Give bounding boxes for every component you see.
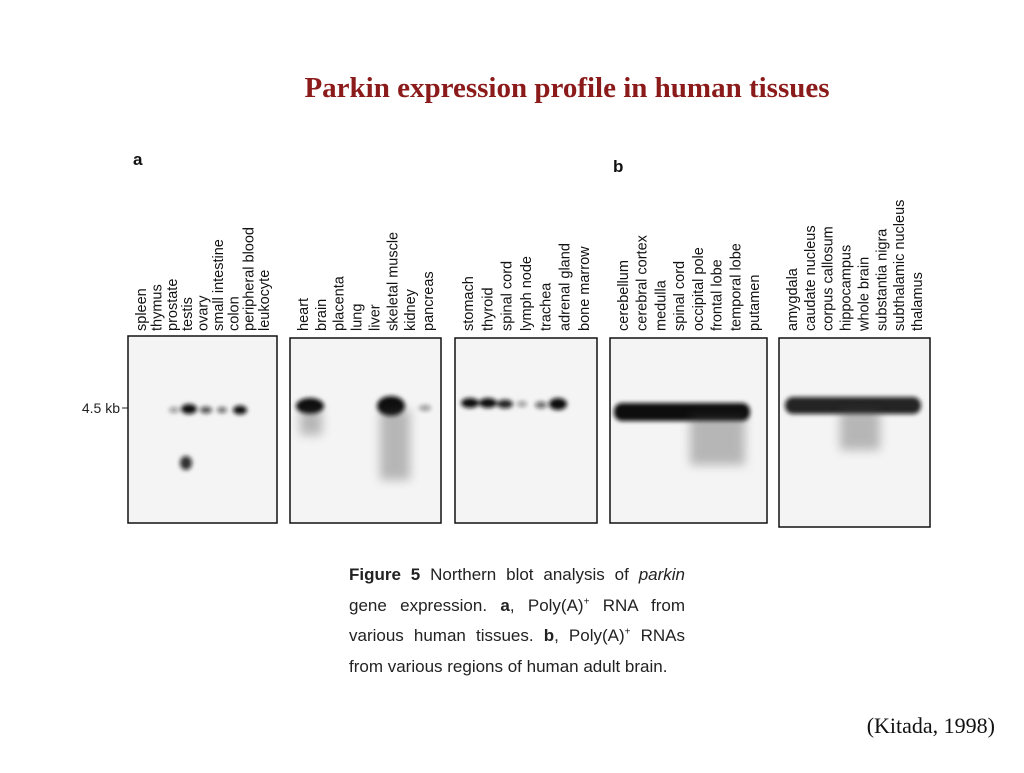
panel-label: a	[133, 150, 143, 169]
lane-label: whole brain	[856, 257, 872, 332]
lane-label: testis	[180, 297, 196, 331]
lane-label: corpus callosum	[821, 226, 837, 331]
lane-label: spinal cord	[672, 261, 688, 331]
lane-label: kidney	[403, 288, 419, 331]
lane-label: subthalamic nucleus	[892, 200, 908, 331]
caption-text: Northern blot analysis of	[420, 565, 639, 584]
blots	[127, 335, 931, 528]
caption-text: +	[583, 595, 590, 607]
citation: (Kitada, 1998)	[867, 713, 995, 738]
lane-label: brain	[314, 299, 330, 331]
size-marker: 4.5 kb	[82, 400, 120, 416]
lane-label: heart	[296, 298, 312, 331]
lane-label: hippocampus	[839, 245, 855, 331]
caption-text: RNA from various human tissues.	[349, 595, 685, 646]
lane-label: thymus	[149, 284, 165, 331]
lane-label: cerebellum	[616, 260, 632, 331]
lane-label: trachea	[538, 282, 554, 331]
caption-text: parkin	[638, 565, 686, 584]
lane-label: temporal lobe	[728, 243, 744, 331]
lane-label: lung	[350, 304, 366, 331]
lane-label: medulla	[653, 279, 669, 331]
blot-panel	[127, 335, 278, 524]
smears	[300, 410, 880, 480]
lane-label: occipital pole	[691, 247, 707, 331]
lane-label: leukocyte	[257, 270, 273, 331]
lane-label: liver	[367, 304, 383, 331]
lane-label: lymph node	[519, 256, 535, 331]
blot-panel	[454, 337, 598, 524]
lane-label: thyroid	[480, 287, 496, 331]
lane-label: bone marrow	[577, 246, 593, 331]
lane-label: pancreas	[421, 271, 437, 331]
lane-label: caudate nucleus	[803, 225, 819, 331]
lane-label: placenta	[332, 275, 348, 331]
slide-title: Parkin expression profile in human tissu…	[304, 72, 829, 104]
lane-label: putamen	[747, 275, 763, 331]
caption-text: gene expression.	[349, 595, 501, 615]
lane-label: colon	[226, 296, 242, 331]
lane-label: amygdala	[785, 267, 801, 331]
caption-text: +	[624, 626, 631, 638]
lane-label: substantia nigra	[874, 228, 890, 331]
lane-label: thalamus	[910, 272, 926, 331]
lane-label: peripheral blood	[242, 227, 258, 331]
caption-text: , Poly(A)	[554, 626, 625, 645]
lane-label: adrenal gland	[558, 243, 574, 331]
lane-label: frontal lobe	[710, 259, 726, 331]
caption-text: RNAs from various regions of human adult…	[349, 626, 685, 676]
lane-label: spinal cord	[500, 261, 516, 331]
lane-label: skeletal muscle	[385, 232, 401, 331]
panel-label: b	[613, 157, 623, 176]
lane-label: small intestine	[211, 239, 227, 331]
caption-text: Figure 5	[349, 565, 421, 584]
caption-text: b	[543, 626, 555, 645]
figure-caption: Figure 5 Northern blot analysis of parki…	[349, 560, 685, 682]
lane-label: cerebral cortex	[635, 234, 651, 331]
lane-label: spleen	[134, 288, 150, 331]
caption-text: a	[500, 595, 510, 615]
lane-label: prostate	[165, 279, 181, 331]
lane-label: ovary	[196, 295, 212, 331]
lane-label: stomach	[461, 276, 477, 331]
caption-text: , Poly(A)	[509, 595, 584, 615]
lane-labels: spleen thymus prostate testis ovary small int…	[134, 200, 926, 332]
